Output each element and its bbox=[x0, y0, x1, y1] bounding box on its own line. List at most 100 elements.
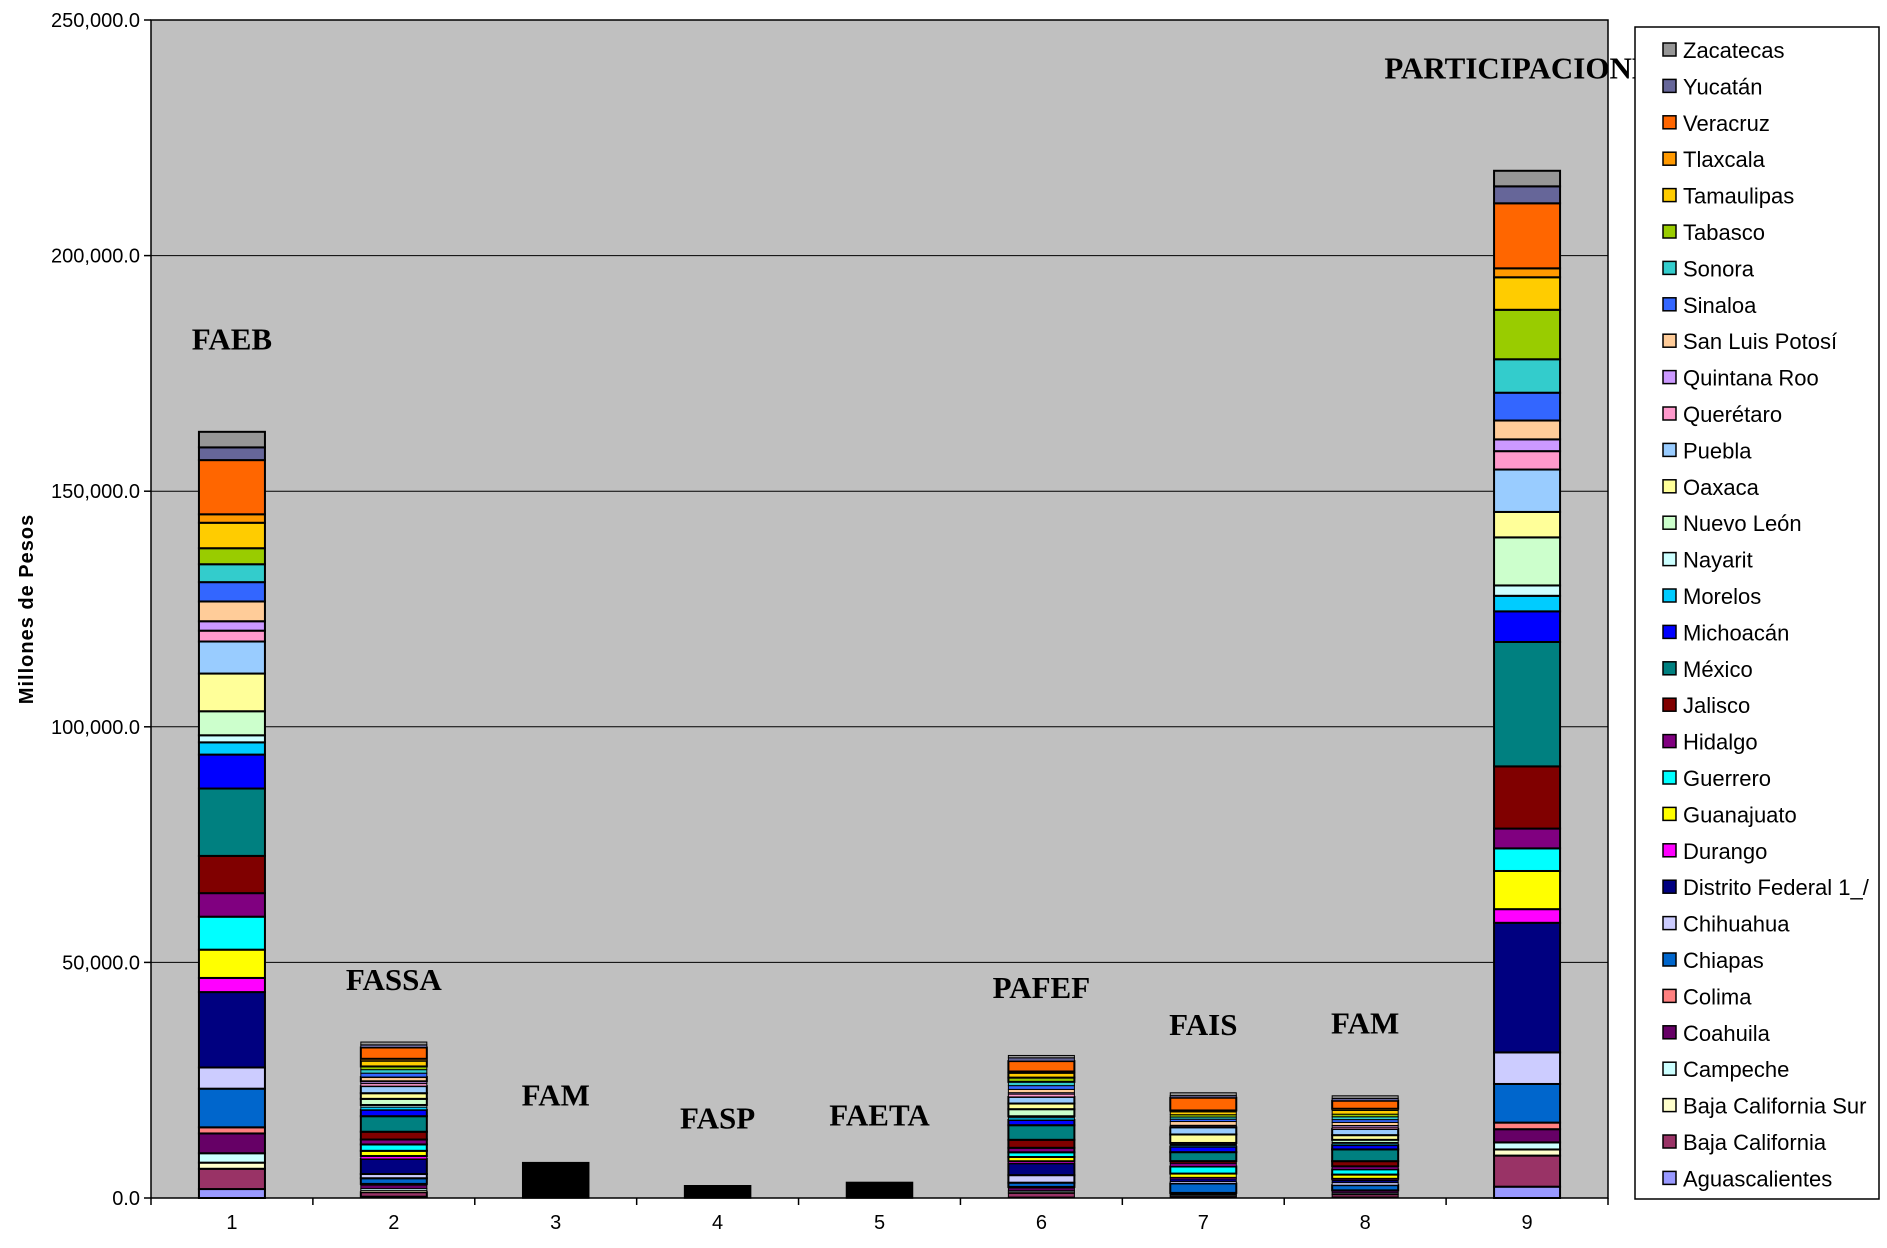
legend-label: Guanajuato bbox=[1683, 802, 1797, 827]
bar-segment-tamaulipas bbox=[1493, 276, 1562, 311]
legend-item: Veracruz bbox=[1662, 111, 1770, 136]
bar-segment-coahuila bbox=[360, 1184, 428, 1190]
legend-item: Baja California Sur bbox=[1662, 1094, 1866, 1119]
bar-segment-puebla bbox=[1007, 1095, 1076, 1105]
bar-segment-yucat-n bbox=[197, 446, 266, 462]
bar-segment-distrito-federal-1- bbox=[197, 991, 266, 1069]
bar-segment-aguascalientes bbox=[1493, 1185, 1562, 1199]
bar-segment-michoac-n bbox=[197, 753, 266, 790]
bar-stack-9 bbox=[1493, 169, 1562, 1199]
legend-item: Sonora bbox=[1662, 256, 1755, 281]
legend-label: San Luis Potosí bbox=[1683, 329, 1837, 354]
y-tick-label: 150,000.0 bbox=[51, 481, 140, 503]
legend-swatch bbox=[1662, 551, 1677, 567]
bar-segment-nuevo-le-n bbox=[1493, 536, 1562, 587]
bar-segment-campeche bbox=[1493, 1141, 1562, 1151]
bar-segment-san-luis-potos- bbox=[1169, 1121, 1237, 1126]
legend-swatch bbox=[1662, 479, 1677, 494]
legend-swatch bbox=[1662, 406, 1677, 421]
x-tick-label: 4 bbox=[712, 1212, 723, 1234]
legend-item: Oaxaca bbox=[1662, 475, 1760, 500]
legend-label: Yucatán bbox=[1683, 74, 1763, 99]
bar-segment bbox=[845, 1181, 914, 1199]
bar-segment-chiapas bbox=[1331, 1184, 1400, 1192]
bar-segment-veracruz bbox=[359, 1046, 428, 1060]
legend-label: Quintana Roo bbox=[1683, 366, 1819, 391]
legend-item: Morelos bbox=[1662, 584, 1761, 609]
legend-item: Coahuila bbox=[1662, 1021, 1771, 1046]
legend-swatch bbox=[1662, 1025, 1677, 1040]
legend-swatch bbox=[1662, 297, 1677, 312]
legend-item: Aguascalientes bbox=[1662, 1166, 1832, 1191]
legend-item: Hidalgo bbox=[1662, 730, 1758, 755]
y-axis: 0.0 50,000.0 100,000.0 150,000.0 200,000.0 25… bbox=[51, 10, 151, 1210]
bar-segment-jalisco bbox=[359, 1130, 428, 1141]
legend-item: Chiapas bbox=[1662, 948, 1764, 973]
bar-segment-guerrero bbox=[197, 915, 266, 951]
legend-swatch bbox=[1662, 42, 1677, 57]
bar-segment-m-xico bbox=[1169, 1151, 1238, 1163]
bar-segment-distrito-federal-1- bbox=[359, 1157, 428, 1176]
legend-swatch bbox=[1662, 806, 1677, 822]
bar-segment-zacatecas bbox=[1169, 1092, 1237, 1097]
bar-segment-jalisco bbox=[197, 854, 266, 895]
legend-label: Zacatecas bbox=[1683, 38, 1785, 63]
legend-item: Yucatán bbox=[1662, 74, 1763, 99]
bar-segment-aguascalientes bbox=[197, 1188, 266, 1200]
bar-label: FAM bbox=[1331, 1006, 1399, 1041]
y-tick-label: 0.0 bbox=[112, 1188, 140, 1210]
legend-label: Baja California bbox=[1683, 1130, 1827, 1155]
bar-label: FAEB bbox=[192, 321, 272, 356]
bar-segment-michoac-n bbox=[1007, 1119, 1076, 1127]
bar-segment-nuevo-le-n bbox=[1007, 1108, 1076, 1118]
legend-swatch bbox=[1662, 1134, 1677, 1149]
legend-item: Puebla bbox=[1662, 438, 1752, 463]
bar-segment-veracruz bbox=[1331, 1099, 1400, 1110]
legend-label: Oaxaca bbox=[1683, 475, 1760, 500]
bar-segment-san-luis-potos- bbox=[1493, 419, 1562, 441]
legend-label: Nayarit bbox=[1683, 548, 1753, 573]
legend-item: Zacatecas bbox=[1662, 38, 1785, 63]
bar-segment bbox=[521, 1161, 590, 1199]
legend-item: Colima bbox=[1662, 984, 1752, 1009]
bar-segment-baja-california bbox=[359, 1191, 428, 1198]
x-tick-label: 9 bbox=[1521, 1212, 1532, 1234]
x-tick-label: 2 bbox=[388, 1212, 399, 1234]
legend-item: Sinaloa bbox=[1662, 293, 1757, 318]
bar-segment-tamaulipas bbox=[1007, 1071, 1076, 1079]
bar-segment-san-luis-potos- bbox=[197, 600, 266, 623]
bar-segment-tamaulipas bbox=[1331, 1109, 1399, 1115]
legend-item: Guerrero bbox=[1662, 766, 1771, 791]
legend-label: Morelos bbox=[1683, 584, 1761, 609]
legend-swatch bbox=[1662, 733, 1677, 749]
bar-segment-quer-taro bbox=[197, 629, 266, 643]
bar-label: FAETA bbox=[829, 1097, 930, 1132]
bar-segment-michoac-n bbox=[359, 1108, 428, 1118]
legend-label: Puebla bbox=[1683, 438, 1752, 463]
bar-segment-tabasco bbox=[197, 547, 266, 566]
bar-label: PAFEF bbox=[993, 970, 1091, 1005]
legend-item: San Luis Potosí bbox=[1662, 329, 1837, 354]
bar-segment-nayarit bbox=[197, 734, 266, 744]
legend-item: Durango bbox=[1662, 839, 1767, 864]
bar-segment-veracruz bbox=[1493, 202, 1562, 270]
bar-segment-zacatecas bbox=[1331, 1095, 1399, 1099]
legend-label: Colima bbox=[1683, 984, 1752, 1009]
bar-stack-1 bbox=[197, 430, 266, 1200]
bar-segment-michoac-n bbox=[1331, 1144, 1400, 1151]
bar-segment-baja-california bbox=[1493, 1154, 1562, 1188]
bar-segment-oaxaca bbox=[1493, 510, 1562, 539]
legend-swatch bbox=[1662, 952, 1677, 967]
legend-label: Veracruz bbox=[1683, 111, 1770, 136]
bar-segment-sonora bbox=[1493, 358, 1562, 394]
x-tick-label: 6 bbox=[1036, 1212, 1047, 1234]
bar-segment-coahuila bbox=[1493, 1128, 1562, 1144]
legend-item: Campeche bbox=[1662, 1057, 1789, 1082]
bar-segment-chiapas bbox=[1493, 1082, 1562, 1124]
bars bbox=[197, 169, 1562, 1200]
x-tick-label: 8 bbox=[1360, 1212, 1371, 1234]
bar-segment-quintana-roo bbox=[1493, 438, 1562, 453]
legend-swatch bbox=[1662, 224, 1677, 239]
bar-segment-tamaulipas bbox=[359, 1059, 428, 1068]
legend-box bbox=[1634, 26, 1880, 1200]
